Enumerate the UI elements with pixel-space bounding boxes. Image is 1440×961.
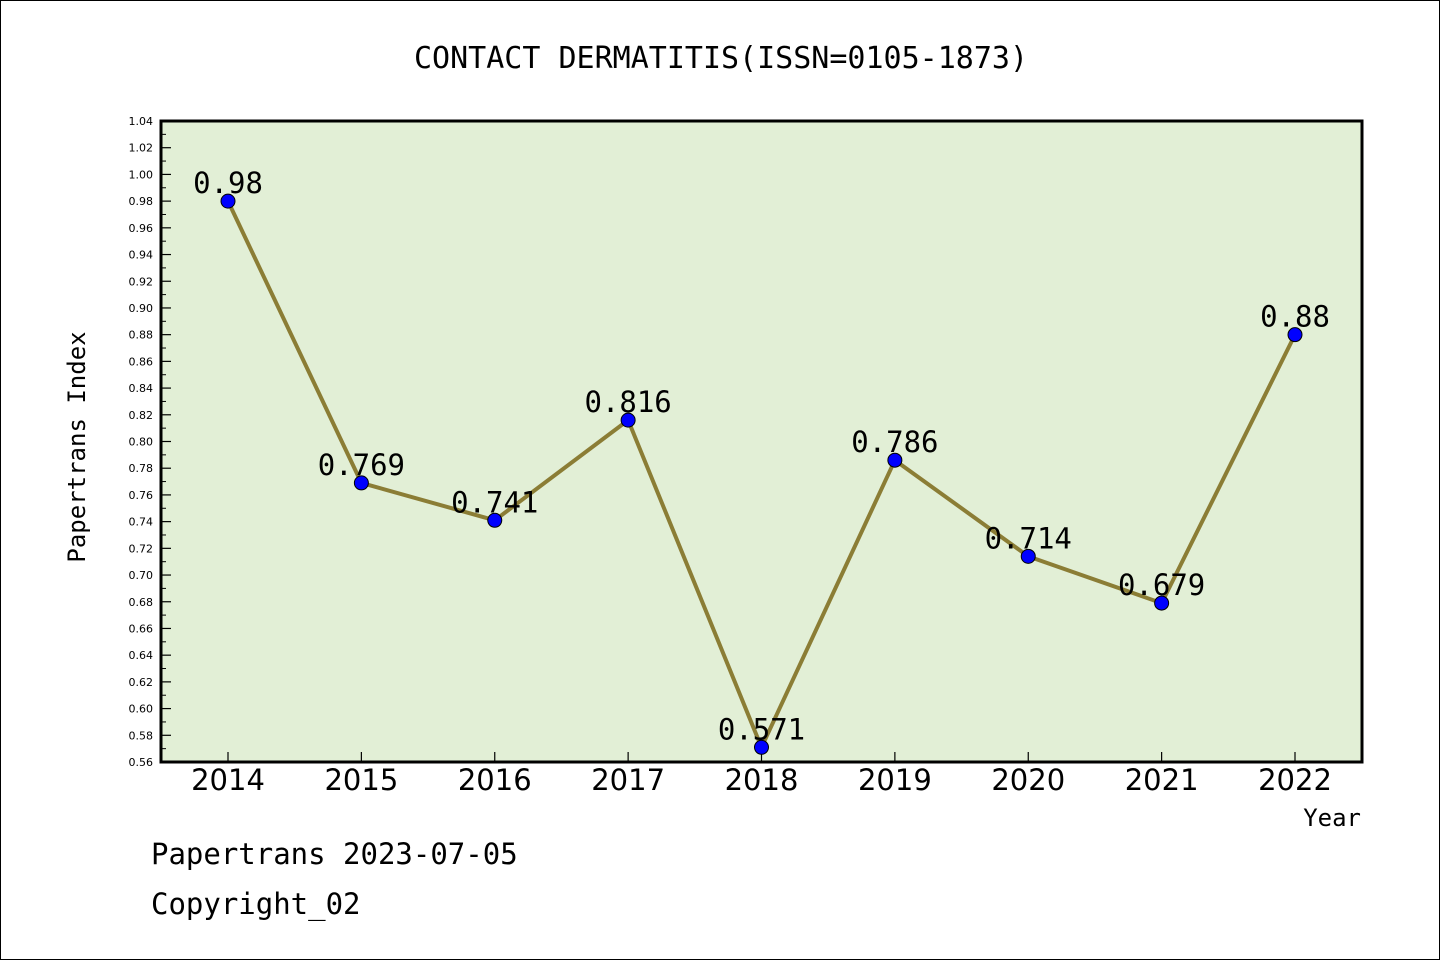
y-tick-label: 0.96 <box>129 222 154 235</box>
chart-title: CONTACT DERMATITIS(ISSN=0105-1873) <box>414 41 1028 76</box>
y-tick-label: 0.56 <box>129 756 154 769</box>
x-tick-label: 2021 <box>1125 763 1199 797</box>
y-tick-label: 0.88 <box>129 329 154 342</box>
data-label: 0.741 <box>451 485 538 519</box>
data-point <box>887 452 903 468</box>
y-axis: 0.56 0.58 0.60 0.62 0.64 0.66 0.68 0.70 0.72 0.74… <box>129 115 171 769</box>
y-tick-label: 0.72 <box>129 542 154 555</box>
y-tick-label: 0.78 <box>129 462 154 475</box>
data-label: 0.769 <box>318 448 405 482</box>
data-label: 0.88 <box>1260 300 1330 334</box>
x-tick-label: 2017 <box>591 763 665 797</box>
x-axis: 2014 2015 2016 2017 2018 2019 2020 2021 2022 <box>191 752 1332 797</box>
data-label: 0.98 <box>193 166 263 200</box>
y-tick-label: 0.64 <box>129 649 154 662</box>
data-label: 0.714 <box>985 521 1072 555</box>
footer-copyright: Copyright_02 <box>151 887 361 921</box>
data-point <box>620 412 636 428</box>
data-labels: 0.98 0.769 0.741 0.816 0.571 0.786 0.714 0.679 0… <box>193 166 1330 746</box>
y-tick-label: 0.82 <box>129 409 154 422</box>
x-tick-label: 2015 <box>324 763 398 797</box>
y-tick-label: 0.70 <box>129 569 154 582</box>
data-point <box>353 475 369 491</box>
x-tick-label: 2016 <box>458 763 532 797</box>
y-tick-label: 0.68 <box>129 596 154 609</box>
y-tick-label: 0.66 <box>129 622 154 635</box>
y-tick-label: 0.74 <box>129 516 154 529</box>
y-tick-label: 0.76 <box>129 489 154 502</box>
data-point <box>754 739 769 755</box>
plot-area <box>159 119 1364 764</box>
y-tick-label: 1.02 <box>129 142 154 155</box>
x-tick-label: 2019 <box>858 763 932 797</box>
data-label: 0.786 <box>851 425 938 459</box>
x-tick-label: 2014 <box>191 763 265 797</box>
data-point <box>1020 548 1036 564</box>
data-point <box>220 193 236 209</box>
data-point <box>1154 595 1170 611</box>
data-label: 0.571 <box>718 712 805 746</box>
x-tick-label: 2022 <box>1258 763 1332 797</box>
y-tick-label: 1.00 <box>129 168 154 181</box>
y-tick-label: 0.86 <box>129 355 154 368</box>
data-label: 0.816 <box>584 385 671 419</box>
data-point <box>487 512 503 528</box>
footer-date: Papertrans 2023-07-05 <box>151 837 518 871</box>
y-tick-label: 1.04 <box>129 115 154 128</box>
y-tick-label: 0.62 <box>129 676 154 689</box>
y-tick-label: 0.80 <box>129 436 154 449</box>
y-tick-label: 0.58 <box>129 729 154 742</box>
data-point <box>1287 327 1303 343</box>
x-axis-label: Year <box>1303 804 1361 832</box>
x-tick-label: 2018 <box>725 763 799 797</box>
y-tick-label: 0.60 <box>129 703 154 716</box>
x-tick-label: 2020 <box>991 763 1065 797</box>
y-tick-label: 0.84 <box>129 382 154 395</box>
y-axis-label: Papertrans Index <box>63 331 91 562</box>
y-tick-label: 0.98 <box>129 195 154 208</box>
y-tick-label: 0.94 <box>129 249 154 262</box>
data-label: 0.679 <box>1118 568 1205 602</box>
series-points <box>220 193 1303 755</box>
y-tick-label: 0.90 <box>129 302 154 315</box>
y-tick-label: 0.92 <box>129 275 154 288</box>
